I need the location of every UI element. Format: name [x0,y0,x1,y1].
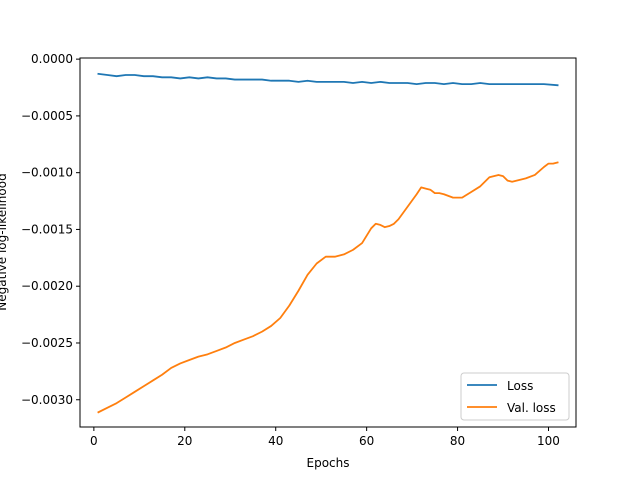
x-tick-label: 0 [90,434,98,448]
y-tick-label: −0.0020 [21,279,73,293]
series-layer [97,72,559,414]
legend-label-val-loss: Val. loss [507,401,556,415]
x-tick-label: 100 [537,434,560,448]
y-tick-label: −0.0030 [21,393,73,407]
y-axis-label: Negative log-likelihood [0,173,9,310]
y-tick-label: −0.0025 [21,336,73,350]
legend-label-loss: Loss [507,379,533,393]
x-axis: 0 20 40 60 80 100 [90,427,560,448]
y-axis: 0.0000 −0.0005 −0.0010 −0.0015 −0.0020 −0.002… [21,52,80,407]
x-axis-label: Epochs [307,456,350,470]
x-tick-label: 20 [177,434,192,448]
y-tick-label: −0.0015 [21,222,73,236]
x-tick-label: 80 [450,434,465,448]
series-line-val-loss [97,161,559,414]
x-tick-label: 40 [268,434,283,448]
axes-frame [79,57,577,428]
x-tick-label: 60 [359,434,374,448]
legend: Loss Val. loss [460,372,570,421]
y-tick-label: −0.0005 [21,109,73,123]
y-tick-label: 0.0000 [31,52,73,66]
y-tick-label: −0.0010 [21,166,73,180]
series-line-loss [97,72,559,87]
